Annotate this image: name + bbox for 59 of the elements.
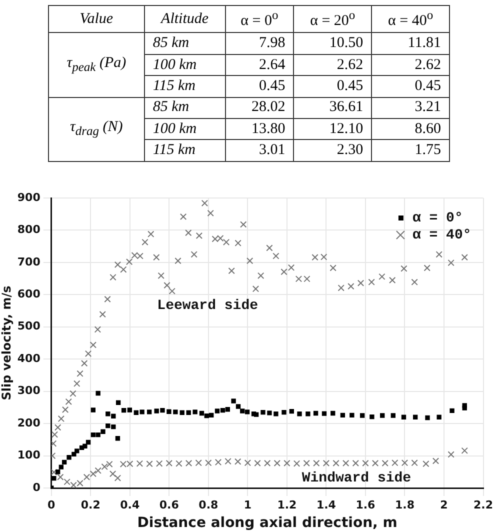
x-tick-label: 1.2: [277, 498, 297, 512]
x-axis-title: Distance along axial direction, m: [137, 515, 398, 532]
y-tick-label: 900: [17, 190, 41, 204]
x-tick-label: 0.2: [80, 498, 100, 512]
y-tick-label: 200: [17, 416, 41, 430]
x-tick-label: 2: [440, 498, 448, 512]
x-tick-label: 2.2: [474, 498, 494, 512]
data-label: 0.45: [225, 76, 294, 98]
y-tick-label: 600: [17, 288, 41, 301]
text: τ$_{drag}$ (N): [48, 97, 144, 162]
data-label: 10.50: [294, 32, 372, 54]
x-tick-label: 1.6: [356, 498, 376, 512]
x-tick-label: 1: [244, 498, 252, 512]
y-tick-label: 0: [32, 480, 41, 494]
x-tick-label: α = 40$^{o}$: [372, 6, 450, 33]
y-tick-label: 700: [17, 255, 41, 268]
data-label: 28.02: [225, 97, 294, 119]
y-tick-label: 100: [17, 448, 41, 462]
text: τ$_{peak}$ (Pa): [48, 32, 144, 98]
text: Value: [48, 6, 144, 33]
y-tick-label: 85 km: [144, 97, 226, 119]
data-label: 2.62: [294, 54, 372, 76]
y-tick-label: 115 km: [144, 76, 226, 98]
x-tick-label: 0.6: [159, 498, 180, 512]
x-tick-label: α = 20$^{o}$: [294, 6, 372, 33]
data-label: 2.62: [372, 54, 450, 76]
x-tick-label: 1.4: [316, 498, 336, 512]
data-label: 0.45: [372, 76, 450, 98]
x-tick-label: 0: [48, 498, 56, 512]
x-tick-label: 1.8: [394, 498, 414, 512]
annotation: Leeward side: [157, 298, 258, 314]
y-tick-label: 100 km: [144, 54, 226, 76]
text: Altitude: [144, 6, 226, 33]
data-label: 13.80: [225, 118, 294, 140]
y-tick-label: 100 km: [144, 118, 226, 140]
data-label: 12.10: [294, 118, 372, 140]
data-label: 7.98: [225, 32, 294, 54]
x-tick-label: 0.8: [198, 498, 218, 512]
y-tick-label: 500: [17, 320, 41, 333]
data-label: 36.61: [294, 97, 372, 119]
y-tick-label: 400: [17, 352, 41, 365]
y-tick-label: 800: [17, 223, 41, 236]
y-tick-label: 115 km: [144, 140, 226, 162]
data-label: 1.75: [372, 140, 450, 162]
y-tick-label: 85 km: [144, 32, 226, 54]
legend-label: α = 0°: [412, 210, 463, 227]
data-label: 11.81: [372, 32, 450, 54]
x-tick-label: α = 0$^{o}$: [225, 6, 294, 33]
data-label: 0.45: [294, 76, 372, 98]
annotation: Windward side: [302, 470, 412, 486]
x-tick-label: 0.4: [120, 498, 140, 512]
data-label: 3.21: [372, 97, 450, 119]
data-label: 2.30: [294, 140, 372, 162]
legend-label: α = 40°: [412, 228, 472, 244]
data-label: 8.60: [372, 118, 450, 140]
data-label: 3.01: [225, 140, 294, 162]
data-label: 2.64: [225, 54, 294, 76]
y-tick-label: 300: [17, 384, 41, 398]
y-axis-title: Slip velocity, m/s: [0, 286, 14, 400]
